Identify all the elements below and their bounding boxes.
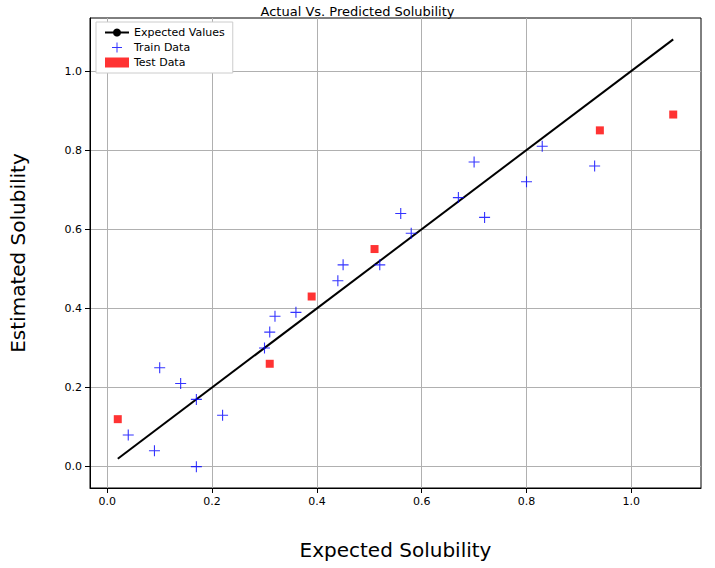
svg-text:0.0: 0.0 — [99, 495, 117, 508]
svg-text:Expected Solubility: Expected Solubility — [300, 538, 492, 562]
svg-text:1.0: 1.0 — [65, 65, 83, 78]
svg-text:0.2: 0.2 — [203, 495, 221, 508]
svg-text:0.4: 0.4 — [308, 495, 326, 508]
svg-text:0.8: 0.8 — [518, 495, 536, 508]
svg-text:Train Data: Train Data — [133, 41, 190, 54]
svg-text:0.8: 0.8 — [65, 144, 83, 157]
svg-text:0.2: 0.2 — [65, 381, 83, 394]
svg-text:Actual Vs. Predicted Solubilit: Actual Vs. Predicted Solubility — [261, 4, 455, 19]
svg-text:0.6: 0.6 — [65, 223, 83, 236]
svg-text:1.0: 1.0 — [623, 495, 641, 508]
svg-text:Estimated Solubility: Estimated Solubility — [6, 153, 30, 353]
svg-text:0.0: 0.0 — [65, 460, 83, 473]
svg-text:Expected Values: Expected Values — [134, 26, 225, 39]
svg-text:0.4: 0.4 — [65, 302, 83, 315]
svg-text:0.6: 0.6 — [413, 495, 431, 508]
svg-text:Test Data: Test Data — [133, 56, 185, 69]
